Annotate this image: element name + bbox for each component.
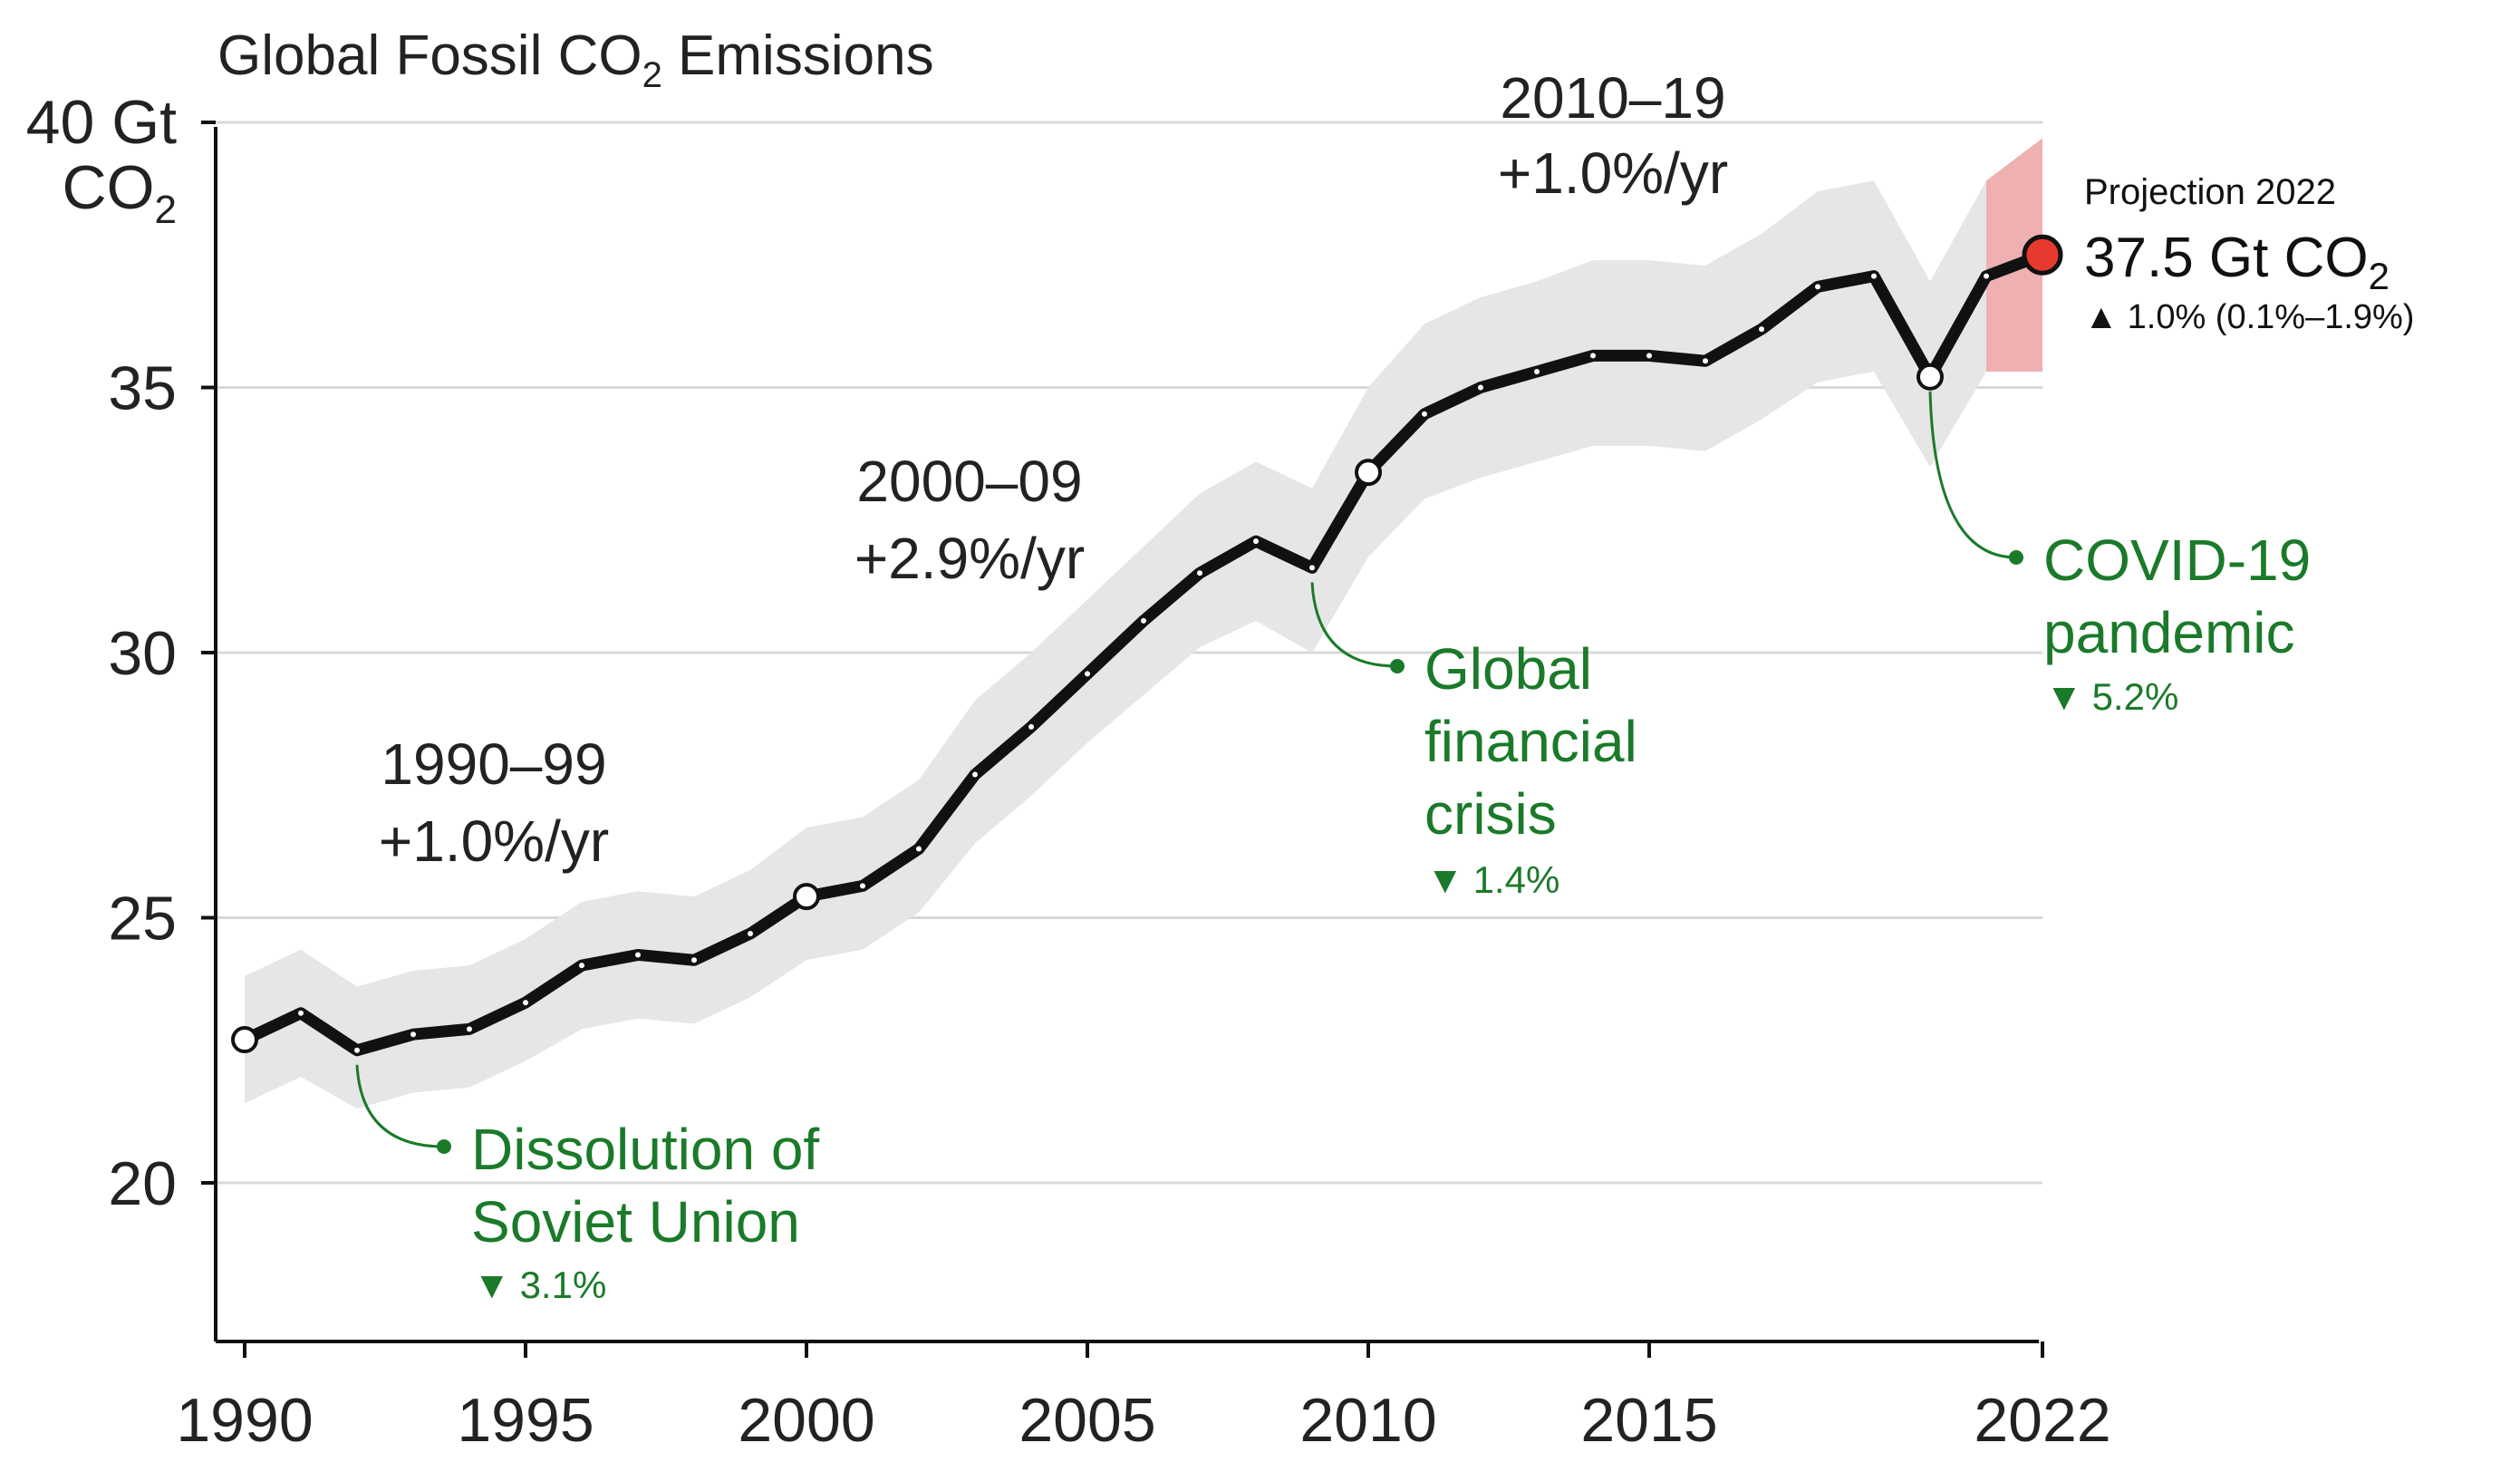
- emissions-points: [231, 234, 2063, 1054]
- x-tick-label: 2015: [1580, 1386, 1717, 1455]
- x-tick-label: 1995: [457, 1386, 594, 1455]
- data-point: [467, 1026, 472, 1032]
- projection-value: 37.5 Gt CO2: [2084, 227, 2390, 297]
- data-point: [298, 1010, 304, 1016]
- x-tick-label: 1990: [176, 1386, 313, 1455]
- x-tick-label: 2010: [1299, 1386, 1436, 1455]
- data-point: [1422, 411, 1427, 417]
- data-point: [691, 957, 697, 964]
- data-point: [1478, 384, 1483, 391]
- decade-annotation-2010s: 2010–19 +1.0%/yr: [1498, 65, 1728, 206]
- down-triangle-icon: ▼: [473, 1264, 511, 1306]
- data-point: [1815, 284, 1820, 290]
- event-financial-crisis: Global financial crisis ▼ 1.4%: [1424, 636, 1637, 901]
- event-connector: [1928, 391, 2017, 559]
- data-point: [523, 1000, 528, 1006]
- data-point: [1141, 617, 1146, 624]
- data-point: [860, 883, 865, 889]
- projection-title: Projection 2022: [2084, 172, 2336, 212]
- data-point: [1984, 273, 1989, 279]
- event-dot: [2009, 550, 2023, 565]
- data-point: [1871, 273, 1877, 279]
- highlight-point: [793, 883, 820, 911]
- down-triangle-icon: ▼: [2045, 675, 2083, 718]
- projection-change: ▲ 1.0% (0.1%–1.9%): [2084, 298, 2414, 336]
- y-axis-label-unit: 40 Gt: [26, 88, 177, 157]
- x-tick-label: 2022: [1974, 1386, 2110, 1455]
- data-point: [916, 846, 922, 852]
- axes: [214, 127, 2039, 1343]
- y-axis-ticks: 20 25 30 35: [108, 121, 216, 1218]
- event-connector: [355, 1064, 445, 1148]
- event-covid-line1: COVID-19: [2043, 528, 2311, 593]
- x-axis-ticks: 1990 1995 2000 2005 2010 2015 2022: [176, 1341, 2111, 1455]
- down-triangle-icon: ▼: [1426, 858, 1464, 901]
- highlight-point: [231, 1026, 258, 1054]
- event-dot: [437, 1139, 451, 1154]
- event-soviet-line2: Soviet Union: [471, 1189, 800, 1254]
- data-point: [748, 931, 753, 937]
- data-point: [972, 771, 978, 778]
- decade-1990s-range: 1990–99: [381, 731, 606, 797]
- decade-annotation-1990s: 1990–99 +1.0%/yr: [379, 731, 609, 874]
- event-soviet-union: Dissolution of Soviet Union ▼ 3.1%: [471, 1117, 819, 1306]
- event-connectors: [355, 391, 2023, 1154]
- event-connector: [1310, 582, 1398, 668]
- event-crisis-line2: financial: [1424, 709, 1637, 774]
- data-point: [635, 952, 641, 958]
- data-point: [410, 1031, 416, 1038]
- projection-label: Projection 2022 37.5 Gt CO2 ▲ 1.0% (0.1%–…: [2084, 172, 2414, 336]
- data-point: [1590, 353, 1596, 359]
- projection-band: [1986, 138, 2042, 372]
- data-point: [1646, 353, 1652, 359]
- event-soviet-pct: ▼ 3.1%: [473, 1264, 606, 1306]
- data-point: [1253, 538, 1259, 545]
- data-point: [1028, 723, 1034, 730]
- up-triangle-icon: ▲: [2084, 298, 2119, 336]
- data-point: [1534, 368, 1540, 374]
- decade-annotation-2000s: 2000–09 +2.9%/yr: [854, 449, 1085, 591]
- data-point: [1309, 565, 1315, 571]
- y-tick-label: 25: [108, 885, 177, 954]
- data-point: [1703, 358, 1708, 364]
- projection-point: [2022, 234, 2063, 276]
- decade-2010s-rate: +1.0%/yr: [1498, 140, 1728, 206]
- x-tick-label: 2005: [1019, 1386, 1155, 1455]
- y-axis-label-co2: CO2: [63, 153, 177, 232]
- chart-title: Global Fossil CO2 Emissions: [217, 24, 934, 95]
- event-crisis-line3: crisis: [1424, 781, 1557, 847]
- decade-2010s-range: 2010–19: [1500, 65, 1725, 131]
- data-point: [354, 1047, 360, 1053]
- decade-2000s-range: 2000–09: [856, 449, 1082, 514]
- event-crisis-pct: ▼ 1.4%: [1426, 858, 1559, 901]
- data-point: [1759, 326, 1764, 333]
- x-tick-label: 2000: [738, 1386, 874, 1455]
- decade-2000s-rate: +2.9%/yr: [854, 526, 1085, 591]
- y-tick-label: 30: [108, 619, 177, 688]
- event-covid: COVID-19 pandemic ▼ 5.2%: [2043, 528, 2311, 718]
- event-crisis-line1: Global: [1424, 636, 1592, 702]
- y-tick-label: 20: [108, 1149, 177, 1218]
- highlight-point: [1917, 363, 1944, 391]
- data-point: [579, 963, 584, 969]
- event-dot: [1390, 659, 1405, 673]
- event-covid-line2: pandemic: [2043, 600, 2295, 665]
- data-point: [1197, 570, 1202, 576]
- data-point: [1085, 671, 1090, 677]
- event-covid-pct: ▼ 5.2%: [2045, 675, 2178, 718]
- highlight-point: [1355, 459, 1382, 487]
- y-tick-label: 35: [108, 354, 177, 423]
- event-soviet-line1: Dissolution of: [471, 1117, 819, 1182]
- decade-1990s-rate: +1.0%/yr: [379, 809, 609, 874]
